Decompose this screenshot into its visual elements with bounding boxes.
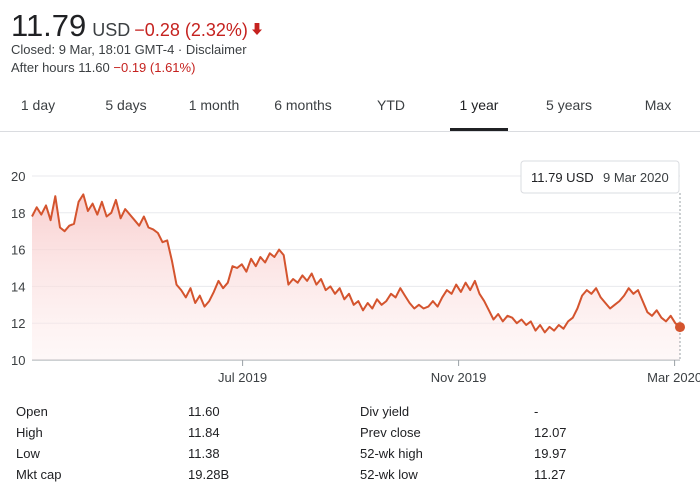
price-chart[interactable]: 11.79 USD 9 Mar 2020 20 18 16 14 12 10 Jul 20… — [0, 150, 700, 390]
tab-1-day[interactable]: 1 day — [20, 97, 56, 113]
stat-label-52wk-low: 52-wk low — [360, 467, 418, 482]
disclaimer-link[interactable]: Disclaimer — [185, 42, 247, 57]
tab-6-months[interactable]: 6 months — [274, 97, 332, 113]
after-hours-price: After hours 11.60 — [11, 60, 110, 75]
tab-ytd[interactable]: YTD — [377, 97, 405, 113]
stat-value-prev-close: 12.07 — [534, 425, 567, 440]
stat-value-52wk-high: 19.97 — [534, 446, 567, 461]
y-tick-label: 10 — [11, 353, 25, 368]
price-tooltip: 11.79 USD 9 Mar 2020 — [520, 160, 680, 194]
tab-max[interactable]: Max — [644, 97, 672, 113]
stat-row: Mkt cap 19.28B 52-wk low 11.27 — [0, 467, 700, 487]
currency-label: USD — [92, 20, 131, 40]
tab-5-years[interactable]: 5 years — [546, 97, 592, 113]
tab-1-month[interactable]: 1 month — [188, 97, 240, 113]
y-tick-label: 20 — [11, 169, 25, 184]
stat-label-high: High — [16, 425, 43, 440]
y-tick-label: 12 — [11, 316, 25, 331]
stat-value-open: 11.60 — [188, 404, 220, 419]
stat-label-open: Open — [16, 404, 48, 419]
price-change: −0.28 (2.32%) — [134, 20, 248, 40]
tab-1-year[interactable]: 1 year — [450, 94, 508, 131]
stat-label-52wk-high: 52-wk high — [360, 446, 423, 461]
current-price: 11.79 — [11, 8, 87, 43]
stat-value-52wk-low: 11.27 — [534, 467, 566, 482]
price-area — [32, 194, 680, 360]
tab-5-days[interactable]: 5 days — [105, 97, 147, 113]
stat-label-div-yield: Div yield — [360, 404, 410, 419]
price-header: 11.79 USD −0.28 (2.32%) — [11, 8, 263, 44]
x-tick-label: Mar 2020 — [647, 370, 700, 385]
arrow-down-icon — [251, 22, 263, 41]
y-tick-label: 14 — [11, 279, 25, 294]
x-axis-labels: Jul 2019 Nov 2019 Mar 2020 — [218, 370, 700, 385]
stat-label-prev-close: Prev close — [360, 425, 421, 440]
stat-value-low: 11.38 — [188, 446, 220, 461]
stat-row: Low 11.38 52-wk high 19.97 — [0, 446, 700, 466]
x-tick-label: Jul 2019 — [218, 370, 267, 385]
stat-row: Open 11.60 Div yield - — [0, 404, 700, 424]
stat-row: High 11.84 Prev close 12.07 — [0, 425, 700, 445]
after-hours: After hours 11.60 −0.19 (1.61%) — [11, 60, 195, 75]
y-tick-label: 16 — [11, 243, 25, 258]
tabs-divider — [0, 131, 700, 132]
tooltip-date: 9 Mar 2020 — [603, 170, 669, 185]
last-price-dot — [675, 322, 685, 333]
stat-value-mkt-cap: 19.28B — [188, 467, 230, 482]
y-tick-label: 18 — [11, 206, 25, 221]
stat-value-high: 11.84 — [188, 425, 220, 440]
x-tick-label: Nov 2019 — [431, 370, 487, 385]
after-hours-change: −0.19 (1.61%) — [113, 60, 196, 75]
separator-dot: · — [177, 42, 183, 57]
x-axis-ticks — [242, 360, 676, 366]
tooltip-price: 11.79 USD — [531, 170, 594, 185]
y-axis-labels: 20 18 16 14 12 10 — [11, 169, 25, 368]
range-tabs: 1 day 5 days 1 month 6 months YTD 1 year… — [0, 94, 700, 134]
stat-label-mkt-cap: Mkt cap — [16, 467, 62, 482]
stat-label-low: Low — [16, 446, 40, 461]
price-line — [31, 193, 681, 334]
stat-value-div-yield: - — [534, 404, 539, 419]
closed-status: Closed: 9 Mar, 18:01 GMT-4 · Disclaimer — [11, 42, 247, 57]
closed-time: Closed: 9 Mar, 18:01 GMT-4 — [11, 42, 175, 57]
